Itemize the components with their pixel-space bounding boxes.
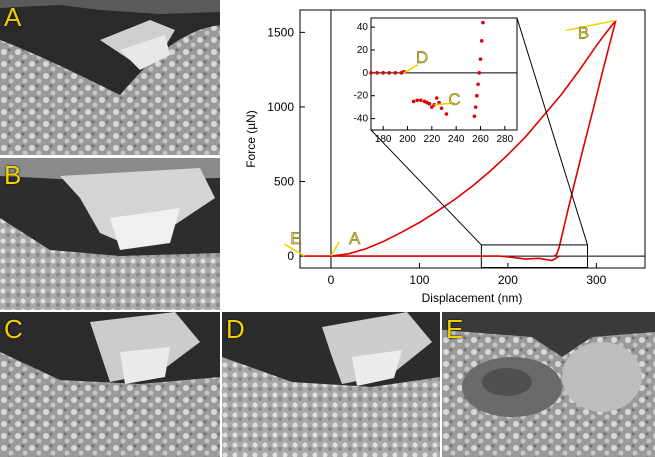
zoom-region-box	[480, 244, 589, 269]
inset-data-point	[473, 105, 478, 109]
inset-data-point	[477, 71, 482, 75]
inset-x-ticks: 180 200 220 240 260 280	[375, 126, 514, 145]
panel-label-e: E	[446, 314, 464, 344]
sem-image-a	[0, 0, 220, 155]
x-axis-ticks: 0 100 200 300	[328, 263, 607, 287]
annotation-label: E	[290, 229, 301, 248]
y-tick-label: 500	[274, 175, 294, 189]
annotation-arrow	[434, 102, 455, 106]
inset-data-point	[393, 71, 398, 75]
panel-label-d: D	[226, 314, 245, 344]
sem-image-c	[0, 312, 220, 457]
inset-data-point	[478, 57, 483, 61]
zoom-connector-left	[370, 129, 482, 246]
inset-x-tick-label: 260	[472, 134, 489, 145]
inset-data-point	[481, 20, 485, 25]
force-curve	[330, 19, 617, 257]
annotation-arrow	[330, 241, 340, 257]
annotation-arrow	[284, 243, 305, 257]
x-tick-label: 300	[586, 273, 606, 287]
zoom-connector-right	[516, 17, 588, 246]
sem-panel-a: A	[0, 0, 220, 155]
annotation-arrow	[565, 19, 616, 32]
inset-y-tick-label: 40	[357, 22, 369, 33]
y-axis-label: Force (µN)	[244, 110, 258, 168]
sem-image-e	[442, 312, 655, 457]
inset-data-point	[387, 71, 392, 75]
sem-panel-c: C	[0, 312, 220, 457]
y-tick-label: 1000	[267, 100, 294, 114]
inset-data-point	[419, 98, 423, 103]
panel-label-c: C	[4, 314, 23, 344]
inset-data-point	[430, 105, 434, 109]
inset-x-tick-label: 280	[496, 134, 513, 145]
annotation-label: C	[448, 90, 460, 109]
y-tick-label: 1500	[267, 25, 294, 39]
y-tick-label: 0	[287, 249, 294, 263]
inset-data-point	[411, 99, 416, 104]
x-axis-label: Displacement (nm)	[422, 291, 523, 305]
y-axis-ticks: 0 500 1000 1500	[267, 25, 305, 263]
panel-label-b: B	[4, 160, 22, 190]
inset-data-point	[475, 93, 479, 98]
panel-label-a: A	[4, 2, 22, 32]
inset-x-tick-label: 240	[448, 134, 465, 145]
inset-data-point	[472, 114, 477, 119]
inset-data-point	[439, 106, 444, 111]
inset-data-point	[479, 39, 484, 43]
inset-data-point	[375, 71, 379, 75]
inset-y-tick-label: 0	[362, 68, 368, 79]
inset-x-tick-label: 180	[375, 134, 392, 145]
inset-series-group	[369, 20, 485, 119]
annotation-label: D	[416, 48, 428, 67]
annotation-arrow	[403, 64, 419, 74]
inset-y-tick-label: 20	[357, 45, 369, 56]
inset-frame	[370, 17, 518, 131]
inset-data-point	[437, 100, 441, 105]
inset-y-tick-label: -20	[354, 91, 369, 102]
sem-panel-d: D	[222, 312, 440, 457]
inset-data-point	[434, 96, 439, 100]
x-tick-label: 0	[328, 273, 335, 287]
inset-data-point	[381, 71, 385, 75]
inset-data-point	[476, 82, 480, 87]
inset-y-ticks: 40 20 0 -20 -40	[354, 22, 375, 125]
force-curve	[553, 20, 617, 257]
annotations: A B E C D	[284, 19, 616, 257]
inset-data-point	[444, 112, 449, 116]
inset-data-point	[415, 98, 420, 103]
inset-data-point	[427, 101, 432, 106]
sem-image-d	[222, 312, 440, 457]
annotation-label: A	[349, 229, 361, 248]
inset-x-tick-label: 220	[423, 134, 440, 145]
force-curve	[339, 255, 560, 262]
x-tick-label: 100	[409, 273, 429, 287]
sem-image-b	[0, 158, 220, 310]
inset-y-tick-label: -40	[354, 114, 369, 125]
plot-frame	[299, 9, 646, 269]
inset-data-point	[369, 71, 373, 75]
inset-x-tick-label: 200	[399, 134, 416, 145]
sem-panel-e: E	[442, 312, 655, 457]
x-tick-label: 200	[498, 273, 518, 287]
main-series-group	[304, 19, 617, 262]
annotation-label: B	[578, 23, 589, 42]
sem-panel-b: B	[0, 158, 220, 310]
